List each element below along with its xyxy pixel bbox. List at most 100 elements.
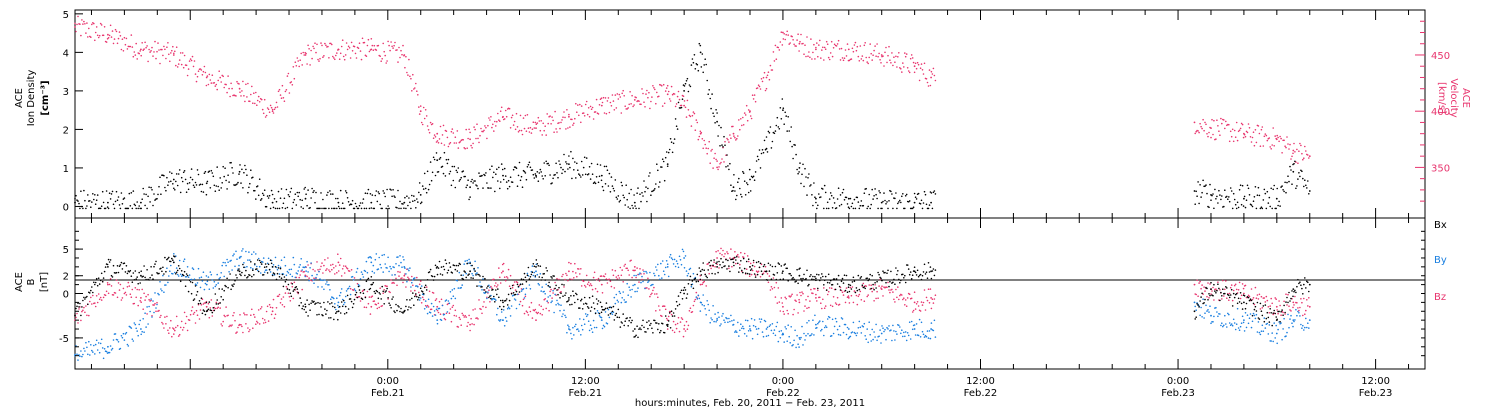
point-by bbox=[744, 319, 747, 322]
point-bz bbox=[158, 309, 160, 312]
point-bz bbox=[214, 307, 217, 310]
point-bx bbox=[389, 304, 391, 307]
point-bz bbox=[509, 274, 512, 277]
point-by bbox=[716, 319, 718, 321]
point-ion-density bbox=[91, 201, 93, 203]
point-bx bbox=[786, 267, 788, 270]
point-ion-density bbox=[1224, 189, 1226, 191]
point-by bbox=[263, 271, 266, 274]
point-bx bbox=[572, 290, 574, 293]
point-velocity bbox=[690, 125, 693, 127]
point-bx bbox=[629, 316, 631, 319]
point-velocity bbox=[310, 49, 312, 52]
point-bz bbox=[673, 331, 676, 334]
point-velocity bbox=[629, 91, 631, 93]
point-by bbox=[772, 332, 775, 335]
point-ion-density bbox=[154, 199, 156, 201]
point-bz bbox=[1235, 288, 1238, 291]
point-bz bbox=[1282, 311, 1284, 314]
point-bx bbox=[757, 260, 760, 263]
point-by bbox=[1221, 322, 1223, 325]
point-bz bbox=[494, 285, 496, 287]
point-velocity bbox=[331, 43, 333, 46]
point-ion-density bbox=[407, 204, 409, 207]
point-velocity bbox=[633, 104, 635, 106]
point-by bbox=[318, 270, 320, 273]
point-ion-density bbox=[641, 192, 643, 194]
point-bz bbox=[798, 301, 801, 304]
point-by bbox=[720, 323, 722, 325]
point-ion-density bbox=[96, 194, 99, 196]
point-by bbox=[348, 285, 351, 288]
point-by bbox=[808, 319, 810, 322]
point-velocity bbox=[499, 110, 502, 112]
point-by bbox=[589, 324, 592, 327]
point-by bbox=[712, 305, 714, 307]
point-by bbox=[209, 271, 212, 273]
point-bz bbox=[790, 295, 792, 297]
point-bx bbox=[236, 277, 238, 279]
point-bz bbox=[600, 275, 603, 277]
point-velocity bbox=[792, 39, 794, 41]
point-bz bbox=[368, 296, 371, 298]
point-by bbox=[454, 297, 457, 300]
point-bz bbox=[692, 304, 695, 307]
point-by bbox=[161, 289, 163, 292]
point-ion-density bbox=[1236, 201, 1239, 204]
point-bz bbox=[1275, 305, 1278, 308]
point-bx bbox=[699, 270, 702, 273]
point-velocity bbox=[591, 106, 594, 109]
point-bz bbox=[648, 288, 650, 290]
point-bz bbox=[324, 259, 326, 261]
point-velocity bbox=[191, 55, 194, 58]
point-ion-density bbox=[896, 207, 898, 210]
point-ion-density bbox=[762, 151, 765, 154]
point-velocity bbox=[774, 44, 777, 47]
point-bx bbox=[701, 268, 704, 271]
point-ion-density bbox=[408, 197, 410, 199]
point-bx bbox=[90, 289, 92, 292]
point-velocity bbox=[869, 43, 871, 45]
point-ion-density bbox=[931, 207, 934, 210]
point-velocity bbox=[91, 23, 93, 26]
point-ion-density bbox=[615, 196, 618, 199]
point-bx bbox=[523, 272, 526, 275]
point-ion-density bbox=[790, 126, 792, 128]
point-bz bbox=[583, 284, 586, 287]
point-by bbox=[541, 286, 543, 288]
point-by bbox=[479, 281, 481, 283]
point-velocity bbox=[739, 128, 741, 131]
point-bz bbox=[875, 297, 877, 300]
point-velocity bbox=[558, 122, 560, 124]
point-bz bbox=[850, 294, 853, 297]
point-bx bbox=[499, 299, 502, 302]
point-ion-density bbox=[1293, 162, 1295, 165]
point-bx bbox=[824, 275, 827, 278]
point-by bbox=[770, 329, 773, 332]
point-bz bbox=[478, 299, 480, 301]
point-ion-density bbox=[564, 170, 566, 173]
point-bx bbox=[342, 299, 345, 302]
point-by bbox=[656, 269, 658, 271]
point-by bbox=[1270, 340, 1272, 342]
point-bx bbox=[219, 302, 221, 304]
point-ion-density bbox=[164, 186, 166, 189]
point-bz bbox=[390, 279, 392, 281]
point-ion-density bbox=[297, 195, 300, 198]
point-velocity bbox=[469, 138, 471, 141]
point-bx bbox=[716, 266, 718, 268]
point-bx bbox=[96, 284, 99, 287]
point-by bbox=[833, 325, 836, 328]
point-velocity bbox=[451, 128, 454, 130]
point-velocity bbox=[687, 109, 690, 111]
point-bz bbox=[1193, 283, 1196, 286]
point-bz bbox=[424, 304, 427, 307]
point-bz bbox=[571, 278, 573, 281]
point-by bbox=[538, 284, 541, 286]
point-velocity bbox=[592, 118, 595, 120]
point-velocity bbox=[334, 58, 336, 61]
point-by bbox=[1252, 312, 1255, 315]
point-velocity bbox=[273, 108, 276, 111]
point-velocity bbox=[103, 26, 106, 28]
point-ion-density bbox=[644, 190, 646, 193]
